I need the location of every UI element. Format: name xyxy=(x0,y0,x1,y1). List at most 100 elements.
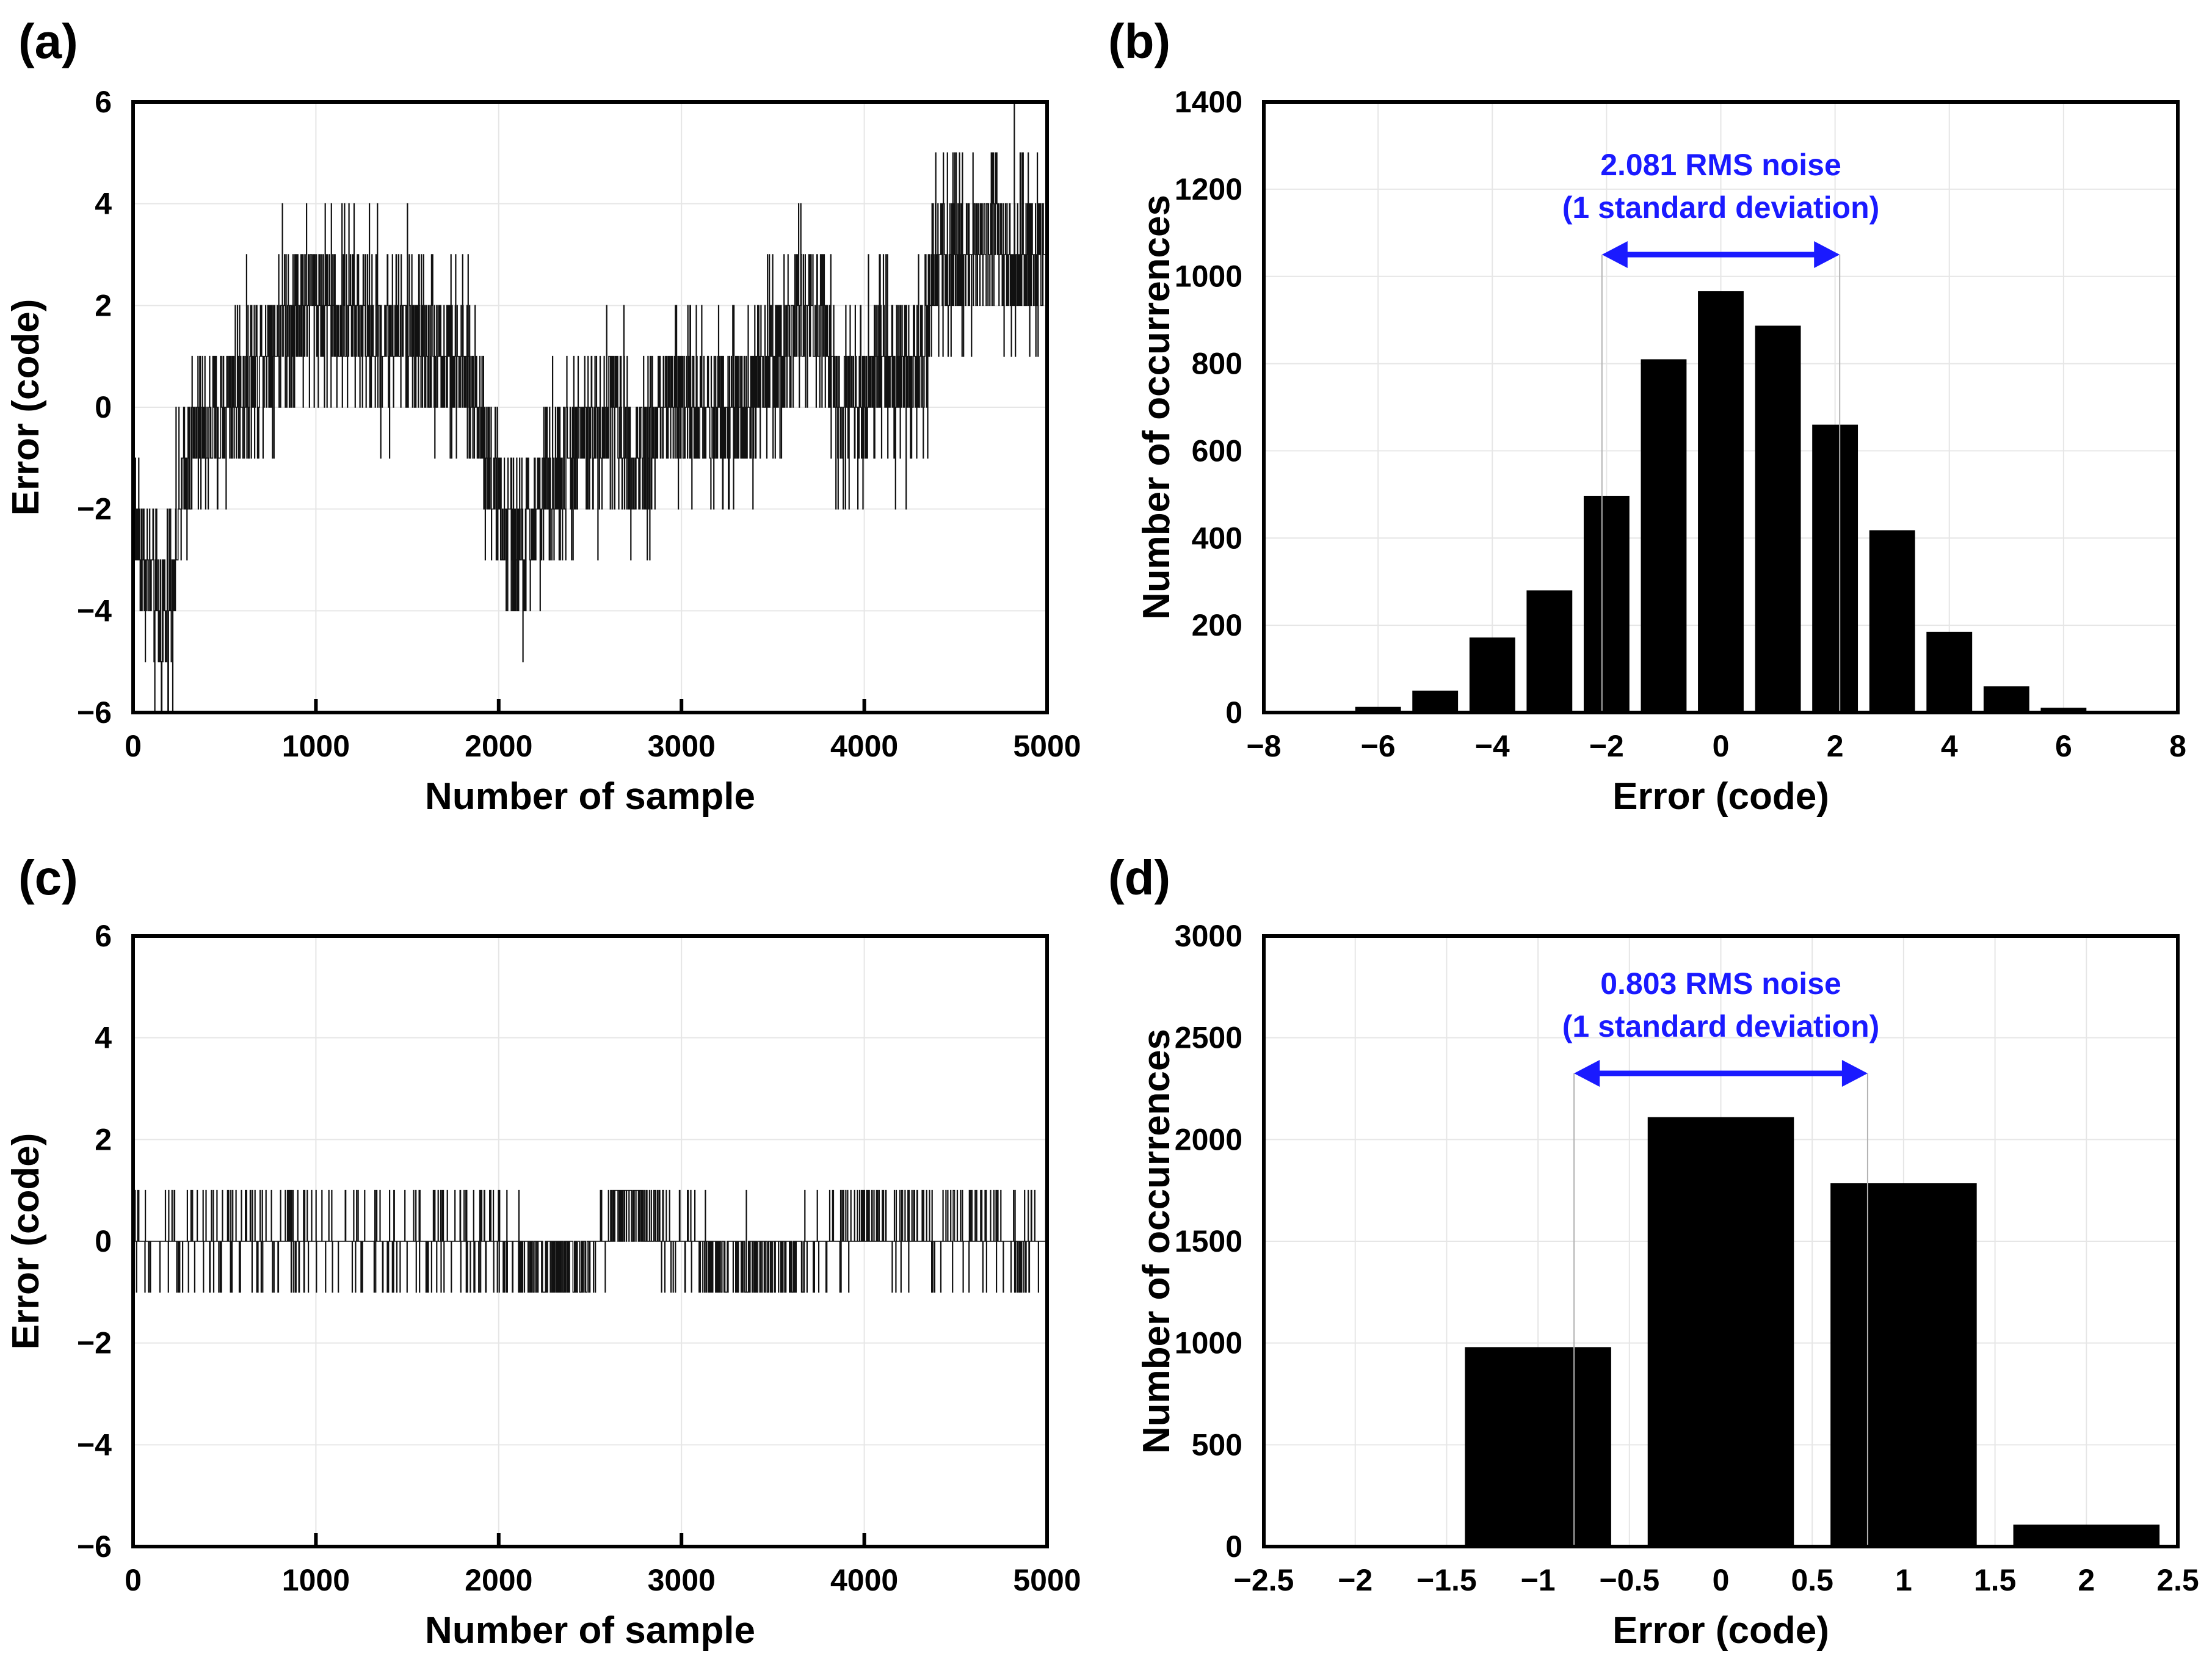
panel-d-y-tick-label: 0 xyxy=(1225,1529,1242,1564)
panel-c-y-tick-label: 6 xyxy=(95,919,112,953)
panel-b-histogram-bar xyxy=(1584,496,1630,713)
panel-c-x-tick-label: 5000 xyxy=(1013,1563,1081,1597)
panel-c-x-tick-label: 1000 xyxy=(282,1563,350,1597)
panel-d-x-axis-title: Error (code) xyxy=(1612,1609,1829,1652)
panel-d-x-tick-label: −0.5 xyxy=(1599,1563,1659,1597)
panel-c-y-tick-label: −4 xyxy=(77,1428,112,1462)
panel-a-x-tick-label: 3000 xyxy=(648,729,716,763)
panel-a-x-tick-label: 1000 xyxy=(282,729,350,763)
panel-d-x-tick-label: 1.5 xyxy=(1974,1563,2017,1597)
panel-a-y-tick-label: −2 xyxy=(77,492,112,526)
panel-d-x-tick-label: −1.5 xyxy=(1416,1563,1477,1597)
panel-b-rms-value-text: 2.081 RMS noise xyxy=(1600,148,1841,182)
panel-c-y-axis-title: Error (code) xyxy=(5,1133,47,1350)
panel-d-y-tick-label: 3000 xyxy=(1175,919,1242,953)
panel-b-y-tick-label: 1200 xyxy=(1175,172,1242,206)
panel-a-y-tick-label: 6 xyxy=(95,85,112,119)
panel-d-label: (d) xyxy=(1108,851,1170,905)
panel-b-x-tick-label: 0 xyxy=(1713,729,1730,763)
panel-d-y-tick-label: 1000 xyxy=(1175,1326,1242,1360)
panel-d-histogram-bar xyxy=(2014,1525,2160,1547)
panel-d-histogram-bar xyxy=(1830,1183,1977,1547)
panel-b-histogram-bar xyxy=(1641,359,1687,713)
panel-b-y-tick-label: 1000 xyxy=(1175,259,1242,294)
panel-a-y-tick-label: −4 xyxy=(77,593,112,628)
panel-c-x-tick-label: 3000 xyxy=(648,1563,716,1597)
panel-d-y-tick-label: 2500 xyxy=(1175,1021,1242,1055)
panel-d-x-tick-label: 1 xyxy=(1895,1563,1912,1597)
panel-d-y-tick-label: 500 xyxy=(1192,1428,1242,1462)
panel-a-y-axis-title: Error (code) xyxy=(5,299,47,516)
panel-b-histogram-bar xyxy=(1412,691,1458,713)
panel-b-histogram-bar xyxy=(1755,325,1801,713)
panel-c-error-trace xyxy=(133,1191,1046,1293)
panel-b-x-tick-label: 4 xyxy=(1941,729,1958,763)
panel-d-histogram: (d) −2.5 −2 −1.5 −1 −0.5 0 0.5 1 1.5 2 2.5 0 500 1000… xyxy=(1108,851,2199,1652)
panel-d-sigma-arrow-right-head xyxy=(1842,1060,1868,1087)
panel-a-time-series: (a) 0 1000 2000 3000 4000 5000 −6 −4 −2 0 2 4 6 Numb… xyxy=(5,14,1081,818)
panel-b-x-axis-title: Error (code) xyxy=(1612,775,1829,818)
panel-a-x-tick-label: 2000 xyxy=(465,729,532,763)
panel-d-histogram-bar xyxy=(1465,1347,1611,1547)
panel-d-y-tick-label: 2000 xyxy=(1175,1122,1242,1156)
panel-b-x-tick-label: 6 xyxy=(2055,729,2072,763)
panel-b-histogram: (b) −8 −6 −4 −2 0 2 4 6 8 0 200 400 600 800 1000 1200 14… xyxy=(1108,14,2186,818)
panel-d-x-tick-label: 2 xyxy=(2078,1563,2095,1597)
panel-a-x-tick-label: 5000 xyxy=(1013,729,1081,763)
panel-a-y-tick-label: −6 xyxy=(77,695,112,730)
panel-b-sigma-arrow-left-head xyxy=(1602,241,1628,268)
panel-a-y-tick-label: 2 xyxy=(95,288,112,322)
panel-b-x-tick-label: 2 xyxy=(1827,729,1844,763)
panel-b-y-axis-title: Number of occurrences xyxy=(1136,195,1178,620)
panel-b-y-tick-label: 200 xyxy=(1192,608,1242,642)
panel-d-rms-value-text: 0.803 RMS noise xyxy=(1600,967,1841,1001)
panel-c-x-axis-title: Number of sample xyxy=(425,1609,755,1652)
figure-canvas: (a) 0 1000 2000 3000 4000 5000−6−4−20246 Numb… xyxy=(0,0,2212,1676)
panel-b-std-dev-text: (1 standard deviation) xyxy=(1562,190,1880,225)
panel-c-time-series: (c) 0 1000 2000 3000 4000 5000 −6 −4 −2 0 2 4 6 Numb… xyxy=(5,851,1081,1652)
panel-b-histogram-bar xyxy=(1470,637,1515,713)
panel-c-y-tick-label: 2 xyxy=(95,1122,112,1156)
panel-d-x-tick-label: 2.5 xyxy=(2156,1563,2199,1597)
panel-b-histogram-bar xyxy=(1926,632,1972,713)
panel-d-y-axis-title: Number of occurrences xyxy=(1136,1029,1178,1454)
panel-b-histogram-bar xyxy=(1812,425,1858,713)
panel-a-error-trace xyxy=(133,102,1046,713)
panel-d-sigma-arrow-left-head xyxy=(1574,1060,1600,1087)
panel-c-x-tick-label: 2000 xyxy=(465,1563,532,1597)
panel-c-x-tick-label: 4000 xyxy=(830,1563,898,1597)
panel-a-x-tick-label: 4000 xyxy=(830,729,898,763)
panel-b-y-tick-label: 800 xyxy=(1192,347,1242,381)
panel-b-histogram-bar xyxy=(1984,686,2029,713)
panel-b-x-tick-label: 8 xyxy=(2169,729,2186,763)
panel-b-y-tick-label: 0 xyxy=(1225,695,1242,730)
panel-b-y-tick-label: 400 xyxy=(1192,521,1242,555)
panel-b-histogram-bar xyxy=(1869,530,1915,713)
panel-a-x-tick-label: 0 xyxy=(125,729,142,763)
panel-a-y-tick-label: 4 xyxy=(95,187,112,221)
panel-d-std-dev-text: (1 standard deviation) xyxy=(1562,1009,1880,1043)
panel-b-sigma-arrow-right-head xyxy=(1814,241,1840,268)
panel-c-y-tick-label: 4 xyxy=(95,1021,112,1055)
panel-a-label: (a) xyxy=(18,14,78,68)
panel-b-histogram-bar xyxy=(1698,291,1744,713)
panel-b-y-tick-label: 1400 xyxy=(1175,85,1242,119)
panel-c-y-tick-label: 0 xyxy=(95,1224,112,1258)
panel-b-x-tick-label: −2 xyxy=(1589,729,1624,763)
panel-b-label: (b) xyxy=(1108,14,1170,68)
panel-d-y-tick-label: 1500 xyxy=(1175,1224,1242,1258)
panel-d-x-tick-label: 0 xyxy=(1713,1563,1730,1597)
panel-b-y-tick-label: 600 xyxy=(1192,434,1242,468)
panel-c-x-tick-label: 0 xyxy=(125,1563,142,1597)
panel-b-x-tick-label: −8 xyxy=(1246,729,1281,763)
panel-c-y-tick-label: −2 xyxy=(77,1326,112,1360)
panel-d-x-tick-label: −2.5 xyxy=(1234,1563,1294,1597)
panel-d-histogram-bar xyxy=(1648,1117,1794,1547)
panel-c-y-tick-label: −6 xyxy=(77,1529,112,1564)
panel-a-x-axis-title: Number of sample xyxy=(425,775,755,818)
panel-b-x-tick-label: −4 xyxy=(1475,729,1510,763)
panel-b-histogram-bar xyxy=(1526,590,1572,713)
panel-b-x-tick-label: −6 xyxy=(1361,729,1396,763)
panel-d-x-tick-label: −2 xyxy=(1338,1563,1373,1597)
panel-a-y-tick-label: 0 xyxy=(95,390,112,424)
